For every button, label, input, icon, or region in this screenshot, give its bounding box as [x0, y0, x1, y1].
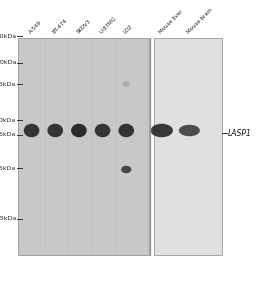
- Text: 40kDa: 40kDa: [0, 118, 16, 122]
- Text: 25kDa: 25kDa: [0, 166, 16, 170]
- Text: LASP1: LASP1: [228, 129, 252, 138]
- Text: 15kDa: 15kDa: [0, 217, 16, 221]
- Text: A-549: A-549: [28, 20, 43, 34]
- Text: 35kDa: 35kDa: [0, 133, 16, 137]
- Text: 70kDa: 70kDa: [0, 61, 16, 65]
- Ellipse shape: [150, 124, 173, 137]
- Text: SKOV3: SKOV3: [75, 18, 92, 34]
- Text: U-87MG: U-87MG: [99, 16, 118, 34]
- Ellipse shape: [118, 124, 134, 137]
- Text: 55kDa: 55kDa: [0, 82, 16, 86]
- Ellipse shape: [121, 166, 131, 173]
- Ellipse shape: [24, 124, 39, 137]
- Ellipse shape: [123, 81, 130, 87]
- Text: LO2: LO2: [123, 23, 134, 34]
- Text: Mouse liver: Mouse liver: [158, 9, 184, 34]
- Text: BT-474: BT-474: [52, 18, 69, 34]
- Ellipse shape: [71, 124, 87, 137]
- FancyBboxPatch shape: [18, 38, 149, 255]
- Ellipse shape: [179, 125, 200, 136]
- Text: Mouse brain: Mouse brain: [186, 7, 213, 34]
- FancyBboxPatch shape: [154, 38, 222, 255]
- Ellipse shape: [47, 124, 63, 137]
- Text: 100kDa: 100kDa: [0, 34, 16, 38]
- Ellipse shape: [95, 124, 110, 137]
